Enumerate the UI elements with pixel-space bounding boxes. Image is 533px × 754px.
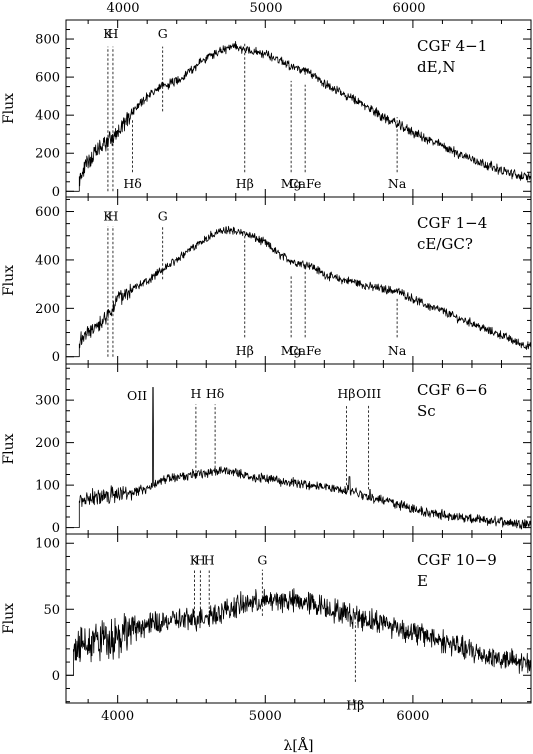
panel-name-line2: cE/GC?: [417, 235, 473, 253]
y-tick-label: 200: [35, 436, 60, 451]
y-tick-label: 800: [35, 33, 60, 48]
line-label: G: [158, 209, 168, 224]
y-axis-label: Flux: [1, 433, 17, 464]
spectrum-line: [66, 588, 532, 676]
top-tick-label: 4000: [106, 1, 139, 16]
y-tick-label: 0: [52, 669, 60, 684]
y-tick-label: 400: [35, 253, 60, 268]
panel-cgf-6-6: 0 100 200 300 Flux CGF 6−6 Sc OII H Hδ Hβ OIII: [1, 363, 532, 536]
y-axis-label: Flux: [1, 93, 17, 124]
x-tick-label: 6000: [396, 709, 429, 724]
x-tick-label: 5000: [249, 709, 282, 724]
y-tick-label: 400: [35, 109, 60, 124]
spectrum-line: [66, 225, 532, 358]
y-tick-label: 0: [52, 521, 60, 536]
line-label: Hβ: [236, 176, 254, 191]
line-label: H: [190, 386, 201, 401]
line-label: Hδ: [206, 386, 224, 401]
y-axis-label: Flux: [1, 265, 17, 296]
line-label: CaFe: [289, 176, 321, 191]
line-label: G: [257, 552, 267, 567]
y-tick-label: 300: [35, 394, 60, 409]
line-label: Na: [388, 176, 407, 191]
line-label: OII: [127, 388, 147, 403]
panel-frame: [65, 533, 532, 704]
panel-name-line1: CGF 10−9: [417, 551, 497, 569]
panel-name-line2: E: [417, 572, 428, 590]
spectrum-line: [66, 41, 532, 192]
panel-name-line1: CGF 4−1: [417, 37, 487, 55]
line-label: Hβ: [236, 343, 254, 358]
y-tick-label: 600: [35, 205, 60, 220]
y-tick-label: 100: [35, 479, 60, 494]
panel-cgf-4-1: 0 200 400 600 800 Flux CGF 4−1 dE,N KH G Hδ Hβ MgCaF…: [1, 19, 532, 200]
panel-cgf-10-9: 0 50 100 Flux CGF 10−9 E KHH G Hβ 4000 5000 6000 λ[Å…: [1, 533, 532, 754]
line-label: H: [195, 552, 206, 567]
y-tick-label: 100: [35, 537, 60, 552]
panel-name-line2: Sc: [417, 402, 436, 420]
top-tick-label: 6000: [392, 1, 425, 16]
line-label: G: [158, 26, 168, 41]
line-label: Hδ: [123, 176, 141, 191]
line-label: Na: [388, 343, 407, 358]
panel-name-line1: CGF 1−4: [417, 214, 487, 232]
line-label: K: [103, 26, 113, 41]
y-tick-label: 50: [43, 603, 60, 618]
line-label: Mg: [281, 343, 302, 358]
line-label: H: [107, 209, 118, 224]
line-label: Mg: [281, 176, 302, 191]
spectrum-line: [66, 387, 532, 530]
y-axis-label: Flux: [1, 603, 17, 634]
y-tick-label: 200: [35, 147, 60, 162]
top-axis: 4000 5000 6000: [106, 1, 425, 16]
line-label: OIII: [356, 386, 381, 401]
panel-name-line1: CGF 6−6: [417, 381, 487, 399]
line-label: Hβ: [337, 386, 355, 401]
line-label: Hβ: [346, 698, 364, 713]
x-axis-label: λ[Å]: [284, 736, 314, 754]
y-tick-label: 600: [35, 71, 60, 86]
panel-name-line2: dE,N: [417, 58, 455, 76]
line-label: K: [190, 552, 200, 567]
y-tick-label: 0: [52, 350, 60, 365]
y-tick-label: 0: [52, 185, 60, 200]
x-tick-label: 4000: [101, 709, 134, 724]
line-label: H: [204, 552, 215, 567]
line-label: H: [107, 26, 118, 41]
y-tick-label: 200: [35, 302, 60, 317]
line-label: CaFe: [289, 343, 321, 358]
top-tick-label: 5000: [249, 1, 282, 16]
line-label: K: [103, 209, 113, 224]
